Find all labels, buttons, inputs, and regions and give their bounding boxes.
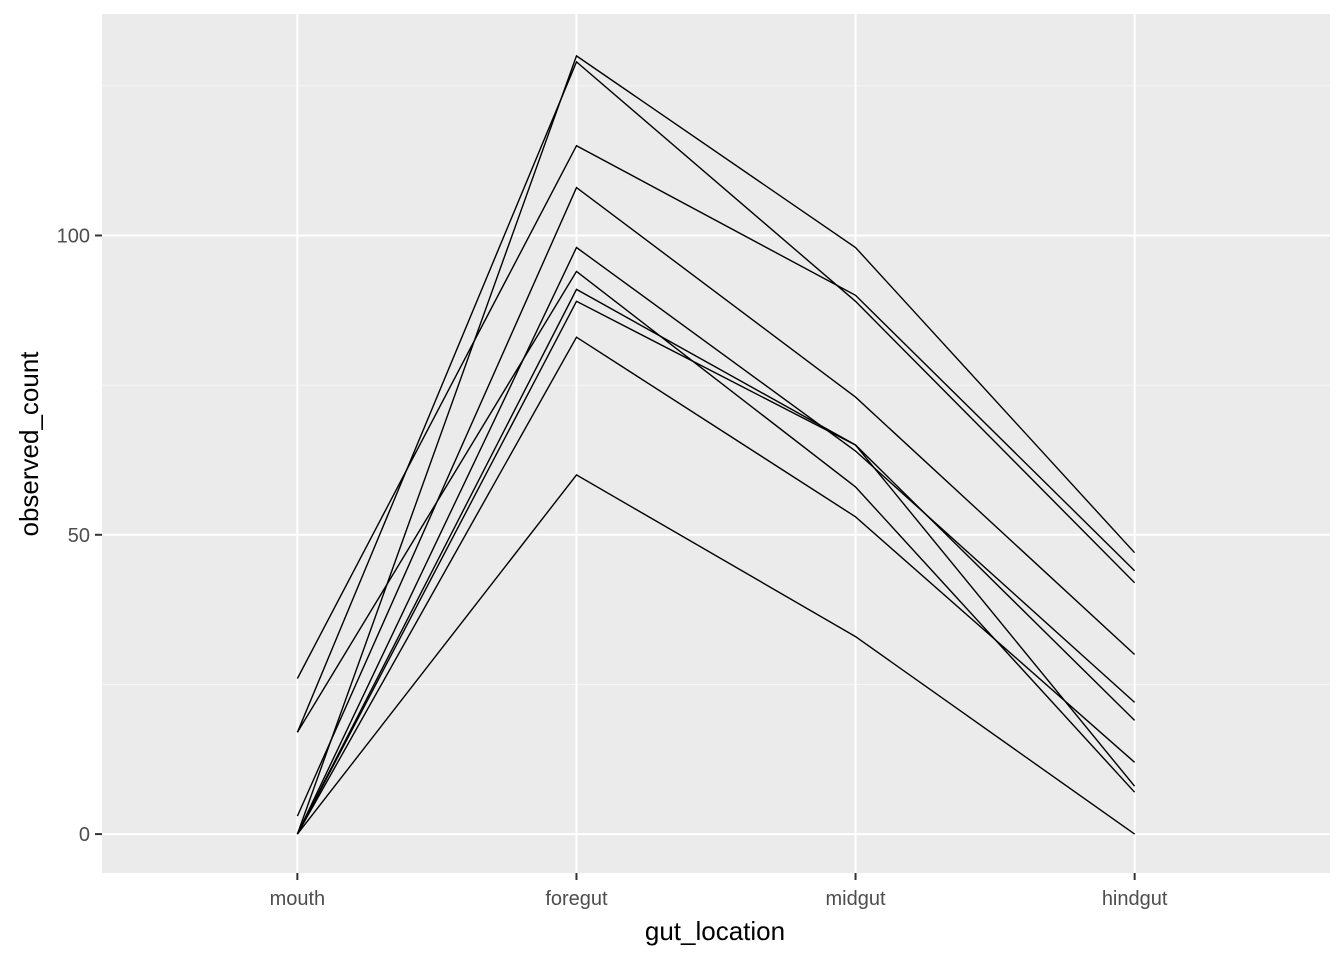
series-line [296,246,1136,835]
x-tick-label: hindgut [1102,888,1168,910]
x-tick-label: midgut [826,888,886,910]
series-line [296,60,1136,733]
series-line [296,288,1136,835]
x-tick-label: mouth [270,888,326,910]
major-gridlines [102,14,1330,873]
x-tick-label: foregut [545,888,608,910]
y-axis-title: observed_count [14,351,44,537]
y-tick-label: 100 [57,225,90,247]
series-lines [296,54,1136,835]
y-tick-label: 0 [79,824,90,846]
series-line [296,300,1136,835]
y-tick-label: 50 [68,525,90,547]
series-line [296,336,1136,835]
x-axis-ticks: mouth foregut midgut hindgut [270,873,1168,910]
plot-panel [102,14,1330,873]
series-line [296,54,1136,835]
series-line [296,144,1136,679]
series-line [296,473,1136,835]
minor-gridlines [102,85,1330,685]
y-axis-ticks: 0 50 100 [57,225,102,846]
x-axis-title: gut_location [645,916,785,946]
